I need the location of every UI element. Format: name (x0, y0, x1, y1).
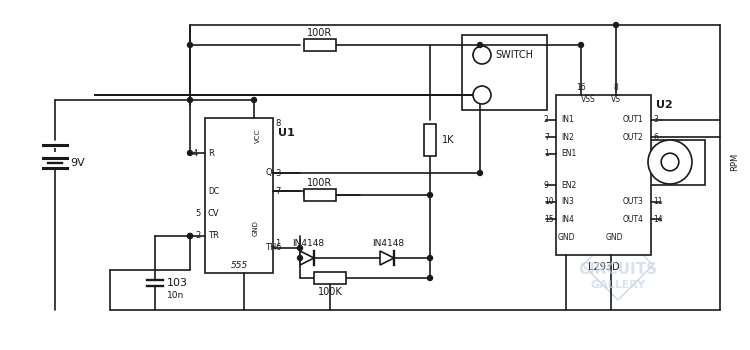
Text: TH: TH (265, 244, 276, 252)
Text: IN4148: IN4148 (292, 239, 324, 248)
Text: CIRCUITS: CIRCUITS (578, 262, 658, 278)
Circle shape (427, 256, 433, 260)
Bar (640, 140, 705, 185)
Circle shape (298, 245, 302, 251)
Text: 103: 103 (167, 278, 188, 288)
Bar (205, 118, 273, 273)
Circle shape (478, 170, 482, 175)
Text: GND: GND (558, 232, 575, 241)
Text: U1: U1 (278, 128, 295, 138)
Text: EN2: EN2 (561, 181, 576, 189)
Bar (424, 124, 436, 156)
Text: EN1: EN1 (561, 149, 576, 159)
Text: OUT3: OUT3 (623, 197, 644, 206)
Circle shape (473, 86, 491, 104)
Text: VS: VS (611, 96, 621, 105)
Bar (304, 189, 336, 201)
Text: CV: CV (208, 209, 220, 217)
Text: OUT2: OUT2 (623, 133, 644, 141)
Text: 8: 8 (275, 119, 280, 127)
Text: 100R: 100R (308, 178, 333, 188)
Bar (462, 35, 547, 110)
Circle shape (662, 153, 679, 171)
Text: TR: TR (208, 231, 219, 240)
Text: Q: Q (265, 168, 272, 177)
Text: R: R (208, 148, 214, 158)
Text: DC: DC (208, 187, 219, 196)
Text: 2: 2 (195, 231, 200, 240)
Polygon shape (380, 251, 394, 265)
Text: GND: GND (606, 232, 623, 241)
Text: 14: 14 (653, 215, 663, 224)
Text: 1: 1 (275, 238, 280, 247)
Circle shape (298, 256, 302, 260)
Text: 5: 5 (195, 209, 200, 217)
Circle shape (188, 233, 193, 238)
Text: U2: U2 (656, 100, 673, 110)
Text: 10: 10 (544, 197, 554, 206)
Circle shape (251, 98, 257, 103)
Circle shape (578, 42, 584, 48)
Circle shape (188, 150, 193, 155)
Text: SWITCH: SWITCH (495, 50, 533, 60)
Text: 8: 8 (614, 83, 618, 91)
Text: RPM: RPM (730, 153, 740, 171)
Text: 6: 6 (275, 244, 280, 252)
Circle shape (427, 193, 433, 197)
Text: 2: 2 (544, 116, 549, 125)
Text: 11: 11 (653, 197, 662, 206)
Text: GND: GND (253, 220, 259, 236)
Text: L293D: L293D (588, 262, 620, 272)
Circle shape (188, 98, 193, 103)
Text: 4: 4 (193, 148, 198, 158)
Text: OUT4: OUT4 (623, 215, 644, 224)
Text: 16: 16 (576, 83, 586, 91)
Text: 10n: 10n (167, 292, 184, 301)
Text: 1: 1 (544, 149, 549, 159)
Circle shape (478, 42, 482, 48)
Text: IN2: IN2 (561, 133, 574, 141)
Bar (314, 272, 346, 284)
Circle shape (648, 140, 692, 184)
Circle shape (427, 275, 433, 280)
Polygon shape (300, 251, 314, 265)
Text: 9V: 9V (70, 158, 85, 168)
Text: OUT1: OUT1 (623, 116, 644, 125)
Text: 3: 3 (653, 116, 658, 125)
Text: 9: 9 (544, 181, 549, 189)
Text: 6: 6 (653, 133, 658, 141)
Text: GALLERY: GALLERY (590, 280, 646, 290)
Circle shape (473, 46, 491, 64)
Text: 7: 7 (544, 133, 549, 141)
Text: 100R: 100R (308, 28, 333, 38)
Circle shape (614, 22, 619, 28)
Text: IN4: IN4 (561, 215, 574, 224)
Bar (556, 95, 651, 255)
Text: 3: 3 (275, 168, 280, 177)
Text: 15: 15 (544, 215, 554, 224)
Text: 7: 7 (275, 187, 280, 196)
Text: IN4148: IN4148 (372, 239, 404, 248)
Circle shape (188, 42, 193, 48)
Text: IN1: IN1 (561, 116, 574, 125)
Text: 1K: 1K (442, 135, 454, 145)
Text: IN3: IN3 (561, 197, 574, 206)
Bar (304, 39, 336, 51)
Text: VSS: VSS (581, 96, 596, 105)
Text: 555: 555 (230, 260, 248, 270)
Circle shape (188, 233, 193, 238)
Text: VCC: VCC (255, 129, 261, 143)
Text: 100K: 100K (318, 287, 342, 297)
